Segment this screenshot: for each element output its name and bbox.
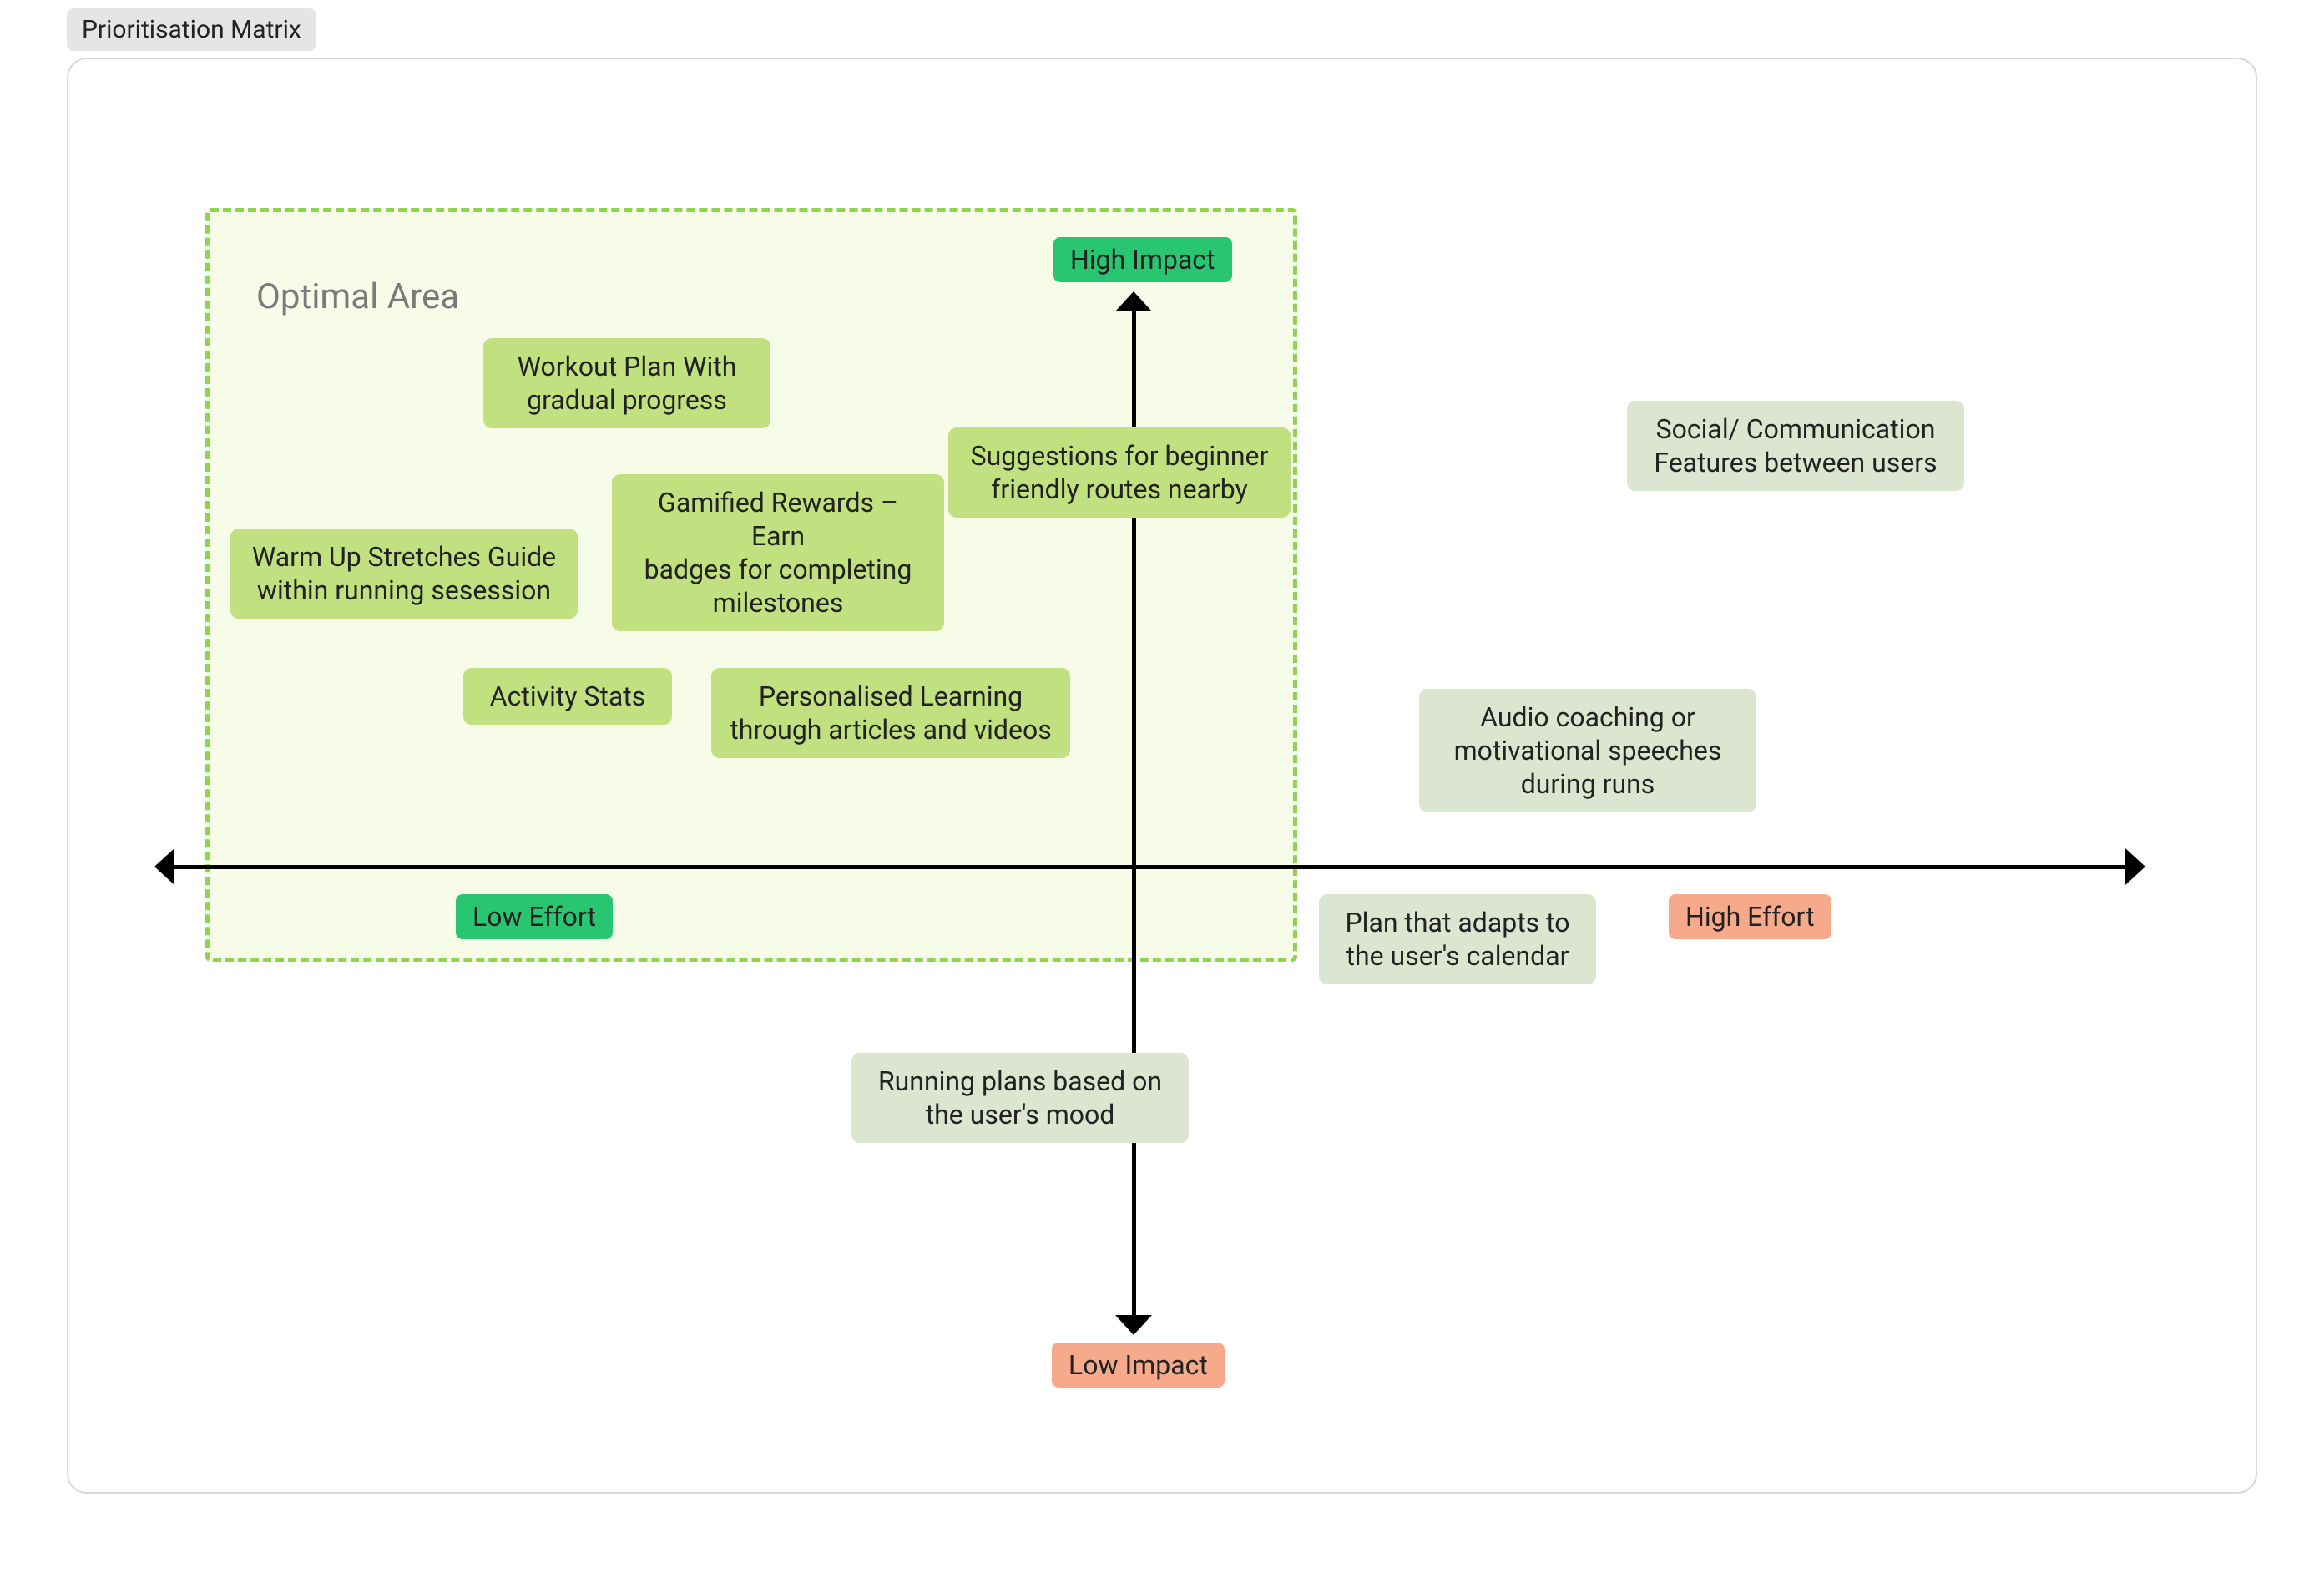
axis-label-low-impact: Low Impact (1052, 1343, 1225, 1388)
matrix-item-calendar-plan: Plan that adapts to the user's calendar (1319, 894, 1596, 984)
x-axis-arrow-right-icon (2125, 848, 2145, 885)
matrix-item-gamified-rewards: Gamified Rewards – Earn badges for compl… (612, 474, 944, 631)
matrix-panel: Optimal Area High Impact Low Impact Low … (67, 58, 2257, 1494)
axis-label-high-impact: High Impact (1053, 237, 1232, 282)
axis-label-low-effort: Low Effort (456, 894, 613, 939)
matrix-item-personalised-learn: Personalised Learning through articles a… (711, 668, 1070, 758)
page-title: Prioritisation Matrix (67, 8, 316, 51)
x-axis-line (173, 865, 2127, 869)
y-axis-arrow-up-icon (1115, 291, 1152, 311)
matrix-item-warm-up-guide: Warm Up Stretches Guide within running s… (230, 529, 578, 619)
y-axis-arrow-down-icon (1115, 1315, 1152, 1335)
matrix-item-activity-stats: Activity Stats (463, 668, 672, 725)
matrix-item-social-features: Social/ Communication Features between u… (1627, 401, 1964, 491)
axis-label-high-effort: High Effort (1669, 894, 1831, 939)
x-axis-arrow-left-icon (154, 848, 174, 885)
matrix-item-audio-coaching: Audio coaching or motivational speeches … (1419, 689, 1756, 812)
matrix-item-mood-plans: Running plans based on the user's mood (851, 1053, 1189, 1143)
matrix-item-beginner-routes: Suggestions for beginner friendly routes… (948, 427, 1291, 518)
matrix-item-workout-plan: Workout Plan With gradual progress (483, 338, 770, 428)
